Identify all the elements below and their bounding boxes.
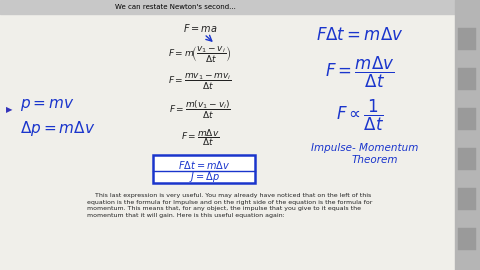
Bar [153,155,255,183]
Text: $J = \Delta p$: $J = \Delta p$ [189,170,219,184]
Text: $F\Delta t = m\Delta v$: $F\Delta t = m\Delta v$ [316,26,404,44]
Bar [458,188,476,210]
Text: ▶: ▶ [6,106,12,114]
Bar [455,0,480,270]
Text: $p = mv$: $p = mv$ [20,97,74,113]
Text: Impulse- Momentum: Impulse- Momentum [312,143,419,153]
Text: $F \propto \dfrac{1}{\Delta t}$: $F \propto \dfrac{1}{\Delta t}$ [336,97,384,133]
Text: $F = ma$: $F = ma$ [183,22,217,34]
Bar [458,228,476,250]
Text: We can restate Newton's second...: We can restate Newton's second... [115,4,236,10]
Text: $F = \dfrac{m\Delta v}{\Delta t}$: $F = \dfrac{m\Delta v}{\Delta t}$ [180,128,219,148]
Bar [458,68,476,90]
Text: $F = \dfrac{m\Delta v}{\Delta t}$: $F = \dfrac{m\Delta v}{\Delta t}$ [325,54,395,90]
Text: $\Delta p = m\Delta v$: $\Delta p = m\Delta v$ [20,119,96,137]
Bar [0,0,455,14]
Text: $F = m\!\left(\dfrac{v_1 - v_i}{\Delta t}\right)$: $F = m\!\left(\dfrac{v_1 - v_i}{\Delta t… [168,45,232,65]
Text: $F = \dfrac{mv_1 - mv_i}{\Delta t}$: $F = \dfrac{mv_1 - mv_i}{\Delta t}$ [168,72,232,92]
Bar [458,28,476,50]
Bar [458,108,476,130]
Bar [458,148,476,170]
Text: $F\Delta t = m\Delta v$: $F\Delta t = m\Delta v$ [178,159,230,171]
Text: $F = \dfrac{m(v_1 - v_i)}{\Delta t}$: $F = \dfrac{m(v_1 - v_i)}{\Delta t}$ [169,99,231,121]
Text: Theorem: Theorem [352,155,398,165]
Text: This last expression is very useful. You may already have noticed that on the le: This last expression is very useful. You… [87,193,372,218]
